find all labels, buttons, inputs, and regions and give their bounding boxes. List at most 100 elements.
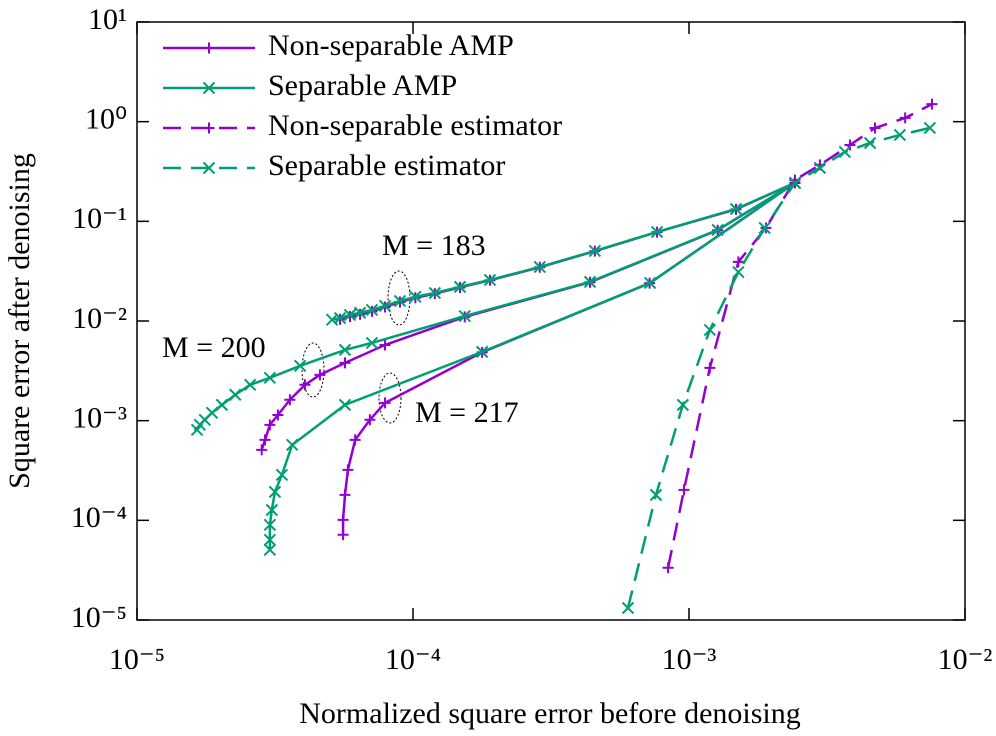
- data-point: [365, 336, 379, 350]
- data-point: [337, 514, 349, 526]
- data-point: [284, 394, 296, 406]
- data-point: [293, 359, 307, 373]
- data-point: [263, 371, 277, 385]
- data-point: [263, 543, 277, 557]
- data-point: [259, 434, 271, 446]
- data-point: [676, 398, 690, 412]
- data-point: [339, 489, 351, 501]
- data-point: [533, 260, 546, 274]
- data-point: [650, 225, 664, 239]
- data-point: [203, 122, 215, 134]
- y-tick-label: 10⁻²: [72, 302, 127, 335]
- data-point: [662, 562, 674, 574]
- data-point: [923, 121, 937, 135]
- data-point: [863, 136, 877, 150]
- data-point: [338, 343, 352, 357]
- data-point: [338, 398, 352, 412]
- y-tick-label: 10⁰: [85, 103, 127, 136]
- data-point: [475, 345, 489, 359]
- data-point: [379, 339, 391, 351]
- data-point: [364, 414, 376, 426]
- data-point: [337, 529, 349, 541]
- y-tick-label: 10⁻⁴: [71, 501, 127, 534]
- data-point: [409, 290, 422, 303]
- y-tick-label: 10⁻⁵: [71, 601, 127, 634]
- y-axis-label: Square error after denoising: [3, 153, 36, 489]
- data-point: [203, 42, 215, 54]
- data-point: [314, 369, 326, 381]
- series-line: [331, 181, 796, 321]
- annotation: M = 217: [415, 396, 519, 429]
- data-point: [729, 202, 743, 216]
- x-tick-label: 10⁻⁵: [109, 643, 165, 676]
- data-point: [899, 112, 911, 124]
- legend-label: Separable AMP: [268, 69, 457, 102]
- data-point: [263, 518, 277, 532]
- legend-label: Non-separable AMP: [268, 29, 514, 62]
- data-point: [732, 265, 745, 279]
- data-point: [869, 122, 881, 134]
- data-point: [393, 294, 407, 308]
- data-point: [758, 221, 771, 235]
- x-tick-label: 10⁻²: [938, 643, 993, 676]
- data-point: [215, 398, 229, 412]
- annotation: M = 183: [382, 229, 486, 262]
- data-point: [256, 444, 268, 456]
- data-point: [458, 309, 471, 323]
- legend-label: Non-separable estimator: [268, 109, 562, 142]
- data-point: [229, 388, 242, 401]
- legend-label: Separable estimator: [268, 149, 505, 182]
- data-point: [299, 379, 311, 391]
- data-point: [343, 308, 357, 322]
- data-point: [379, 397, 391, 409]
- data-point: [926, 98, 938, 110]
- data-point: [202, 161, 216, 175]
- data-point: [202, 81, 216, 95]
- data-point: [378, 299, 392, 313]
- data-point: [342, 464, 354, 476]
- data-point: [813, 161, 827, 175]
- data-point: [703, 323, 717, 337]
- data-point: [704, 362, 716, 374]
- data-point: [453, 280, 467, 294]
- data-point: [649, 488, 663, 502]
- x-tick-label: 10⁻⁴: [385, 643, 441, 676]
- x-axis-label: Normalized square error before denoising: [299, 697, 800, 730]
- data-point: [353, 306, 367, 319]
- data-point: [333, 311, 347, 325]
- data-point: [285, 438, 299, 452]
- y-tick-label: 10⁻¹: [72, 202, 127, 235]
- data-point: [643, 276, 657, 290]
- data-point: [349, 434, 361, 446]
- data-point: [678, 484, 690, 496]
- y-tick-label: 10¹: [88, 3, 127, 36]
- y-tick-label: 10⁻³: [72, 402, 127, 435]
- data-point: [365, 303, 379, 317]
- data-point: [428, 286, 442, 300]
- series-line: [666, 103, 933, 569]
- data-point: [844, 139, 856, 151]
- data-point: [339, 357, 351, 369]
- data-point: [483, 273, 497, 287]
- data-point: [583, 275, 597, 289]
- series-line: [626, 126, 931, 609]
- annotation-ellipse: [301, 342, 325, 398]
- data-point: [263, 533, 277, 547]
- data-point: [838, 145, 852, 159]
- data-point: [243, 378, 257, 392]
- data-point: [264, 419, 276, 431]
- annotation-ellipse: [378, 372, 402, 424]
- data-point: [268, 485, 282, 499]
- data-point: [265, 503, 279, 517]
- data-point: [275, 468, 289, 482]
- data-point: [588, 244, 602, 258]
- data-point: [732, 256, 744, 268]
- data-point: [621, 601, 635, 615]
- x-tick-label: 10⁻³: [662, 643, 717, 676]
- data-point: [893, 128, 907, 142]
- data-point: [272, 409, 284, 421]
- data-point: [788, 176, 802, 190]
- annotation: M = 200: [162, 331, 266, 364]
- data-point: [205, 406, 219, 419]
